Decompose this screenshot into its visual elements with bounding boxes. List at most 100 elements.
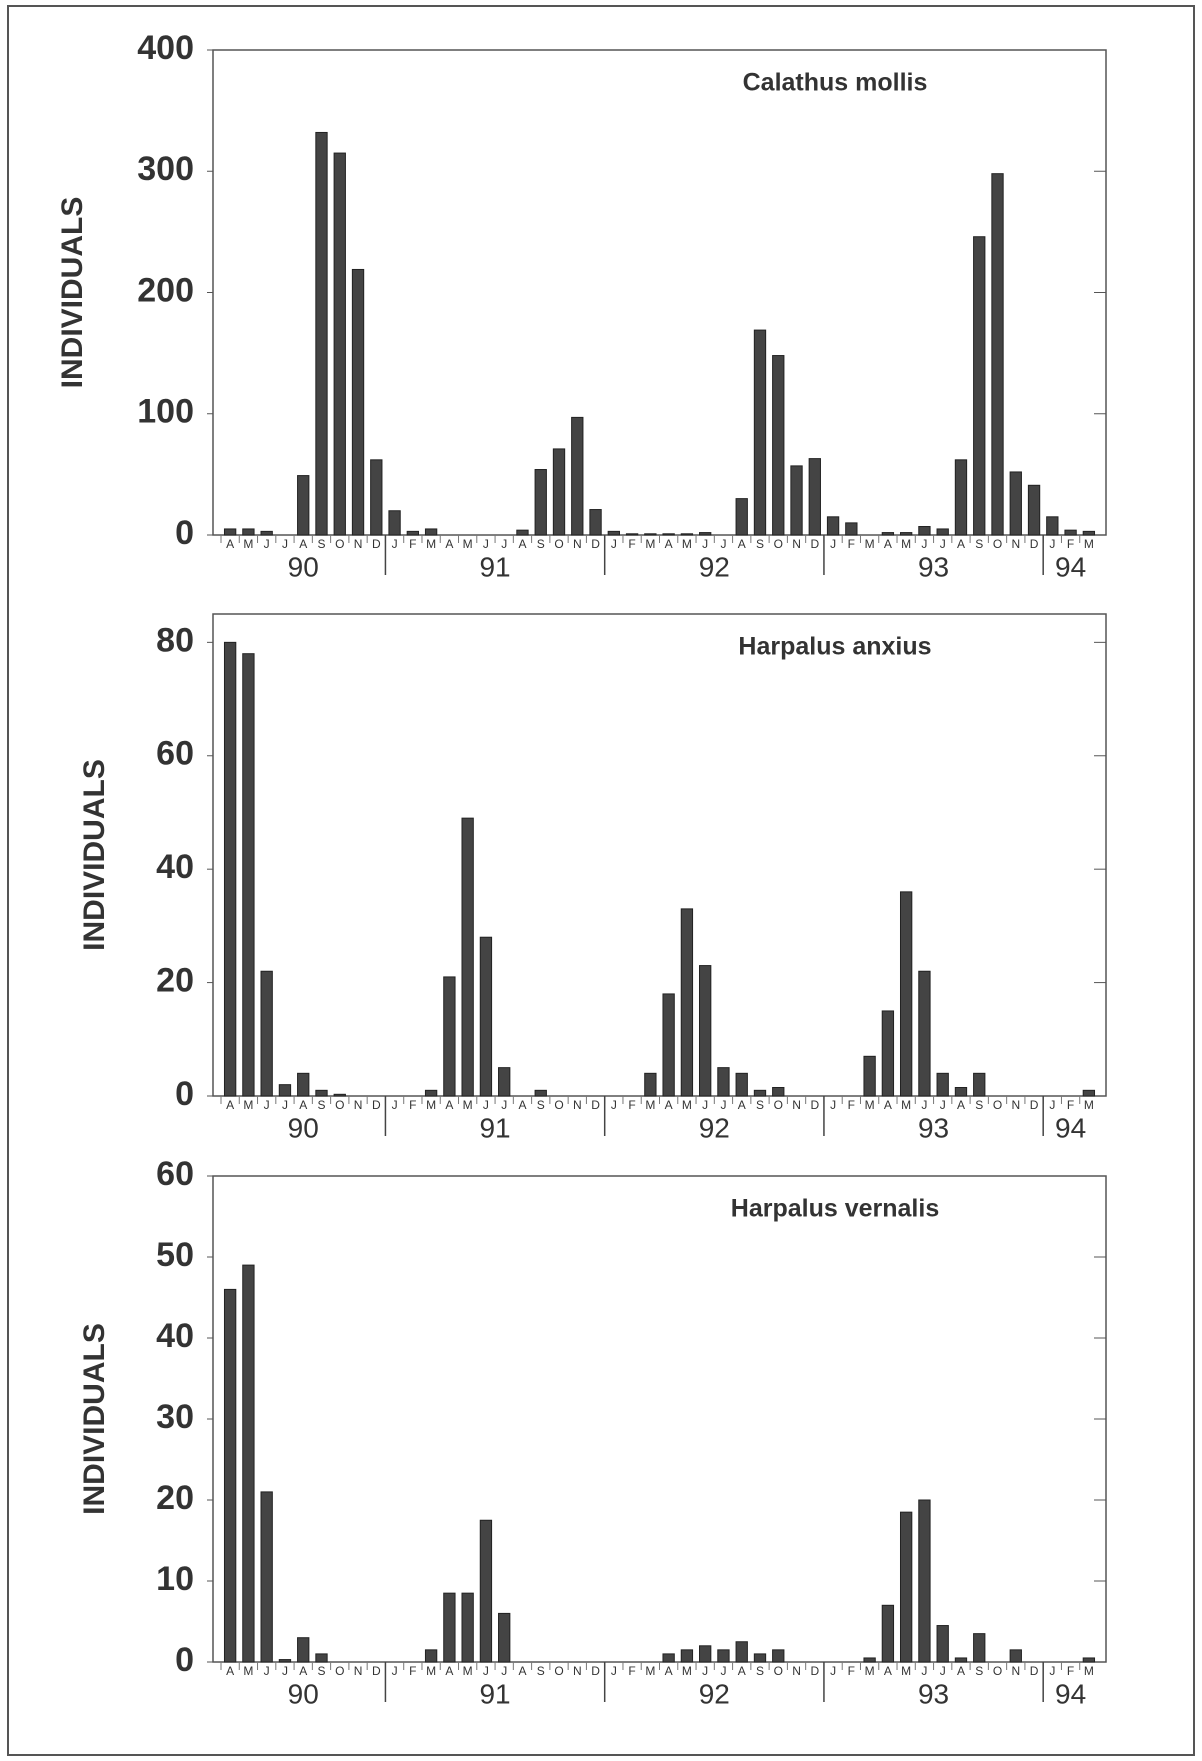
bar [973,1633,986,1663]
x-tick-label: M [901,1098,911,1112]
bar [918,1499,931,1663]
x-tick-label: J [830,1664,836,1678]
bar [772,1649,785,1663]
y-tick-label: 20 [156,1479,194,1517]
year-label: 91 [479,1112,510,1143]
x-tick-label: J [940,537,946,551]
x-tick-label: O [774,1664,783,1678]
x-tick-label: A [445,1664,453,1678]
x-tick-label: M [865,537,875,551]
bar [991,173,1004,536]
x-tick-label: M [865,1098,875,1112]
x-tick-label: J [702,537,708,551]
bar [662,993,675,1097]
bar [863,1657,876,1663]
bar [242,1264,255,1663]
x-tick-label: N [1011,537,1020,551]
x-tick-label: J [611,537,617,551]
bar [1009,1649,1022,1663]
y-tick-label: 10 [156,1560,194,1598]
x-tick-label: D [810,1098,819,1112]
x-tick-label: A [226,537,234,551]
x-tick-label: J [264,1098,270,1112]
x-tick-label: O [993,1098,1002,1112]
y-tick-label: 60 [156,1155,194,1193]
x-tick-label: J [392,1098,398,1112]
bar [333,1093,346,1097]
x-tick-label: J [720,1098,726,1112]
bar [297,1072,310,1097]
x-tick-label: A [518,1098,526,1112]
bar [954,1086,968,1097]
x-tick-label: S [317,1098,325,1112]
x-tick-label: F [628,1664,635,1678]
year-label: 91 [479,1678,510,1709]
x-tick-label: A [957,537,965,551]
x-tick-label: J [940,1664,946,1678]
plot-frame [212,1175,1107,1663]
x-tick-label: N [573,537,582,551]
x-tick-label: S [537,1098,545,1112]
bar [315,1089,328,1097]
x-tick-label: S [975,1664,983,1678]
bar [260,530,273,536]
year-label: 90 [288,1112,319,1143]
x-tick-label: S [537,537,545,551]
bar [498,1067,511,1097]
y-tick-label: 0 [175,514,194,552]
year-label: 94 [1055,1112,1086,1143]
x-tick-label: F [1067,1098,1074,1112]
bar [662,533,675,536]
x-tick-label: F [409,1098,416,1112]
bar [351,268,365,536]
y-tick-label: 40 [156,848,194,886]
x-tick-label: M [243,1664,253,1678]
y-axis-label: INDIVIDUALS [56,197,89,389]
frame [7,5,1195,1756]
chart-title: Harpalus anxius [738,633,931,661]
bar [954,459,968,536]
bar [607,530,620,536]
bar [699,1645,712,1663]
x-tick-label: A [299,1664,307,1678]
bar [479,1519,493,1663]
x-tick-label: S [756,537,764,551]
x-tick-label: N [354,537,363,551]
bar [753,1089,767,1097]
x-tick-label: J [1049,1664,1055,1678]
bar [936,1625,949,1663]
bar [899,891,913,1097]
x-tick-label: J [1049,537,1055,551]
year-label: 94 [1055,551,1086,582]
x-tick-label: J [940,1098,946,1112]
x-tick-label: A [738,537,746,551]
x-tick-label: M [645,537,655,551]
y-axis-label: INDIVIDUALS [78,1323,111,1515]
x-tick-label: A [518,1664,526,1678]
bar [242,653,255,1097]
x-tick-label: O [554,537,563,551]
bar [443,1592,456,1663]
x-tick-label: A [738,1664,746,1678]
x-tick-label: A [665,1664,673,1678]
y-tick-label: 20 [156,962,194,1000]
bar [936,1072,949,1097]
x-tick-label: D [810,1664,819,1678]
x-tick-label: S [756,1098,764,1112]
bar [223,1288,237,1663]
x-tick-label: A [738,1098,746,1112]
x-tick-label: J [720,1664,726,1678]
bar [644,1072,657,1097]
bar [424,528,438,536]
bar [680,1649,694,1663]
x-tick-label: M [426,1098,436,1112]
y-tick-label: 400 [137,29,194,67]
bar [333,152,346,536]
x-tick-label: A [665,537,673,551]
x-tick-label: D [372,537,381,551]
x-tick-label: J [483,1664,489,1678]
x-tick-label: J [720,537,726,551]
x-tick-label: J [830,1098,836,1112]
bar [278,1084,292,1097]
x-tick-label: M [682,537,692,551]
